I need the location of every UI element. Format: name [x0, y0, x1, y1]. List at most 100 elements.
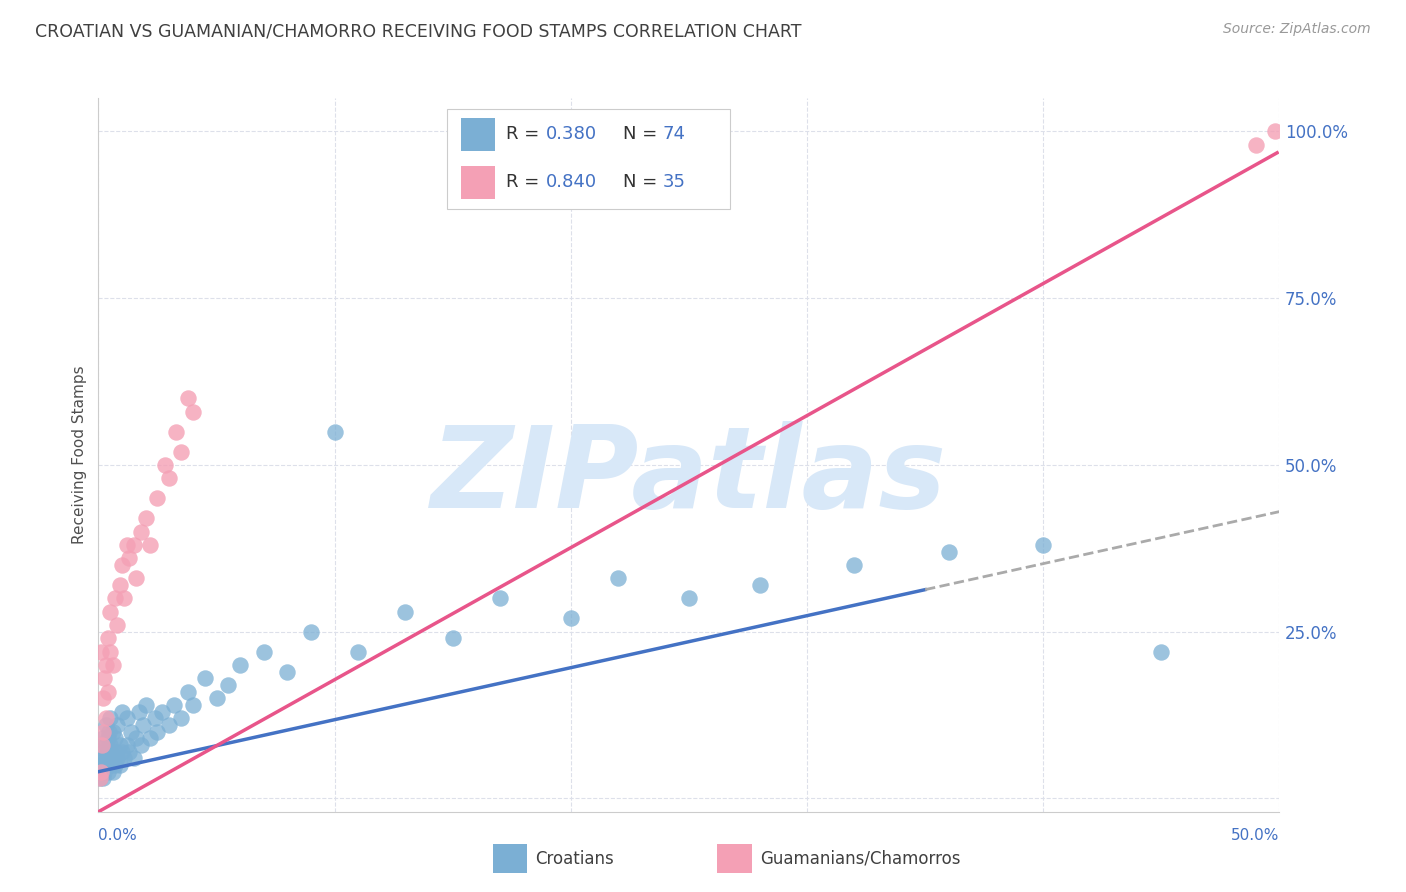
Text: CROATIAN VS GUAMANIAN/CHAMORRO RECEIVING FOOD STAMPS CORRELATION CHART: CROATIAN VS GUAMANIAN/CHAMORRO RECEIVING…	[35, 22, 801, 40]
Point	[93, 671, 115, 685]
Point	[91, 772, 114, 786]
Point	[1032, 538, 1054, 552]
Point	[229, 658, 252, 673]
Point	[177, 391, 200, 405]
Point	[105, 718, 128, 732]
Point	[163, 698, 186, 712]
Point	[108, 758, 131, 772]
Point	[129, 738, 152, 752]
FancyBboxPatch shape	[717, 844, 752, 873]
Point	[146, 491, 169, 506]
Point	[118, 745, 141, 759]
Point	[105, 745, 128, 759]
Point	[129, 524, 152, 539]
Point	[115, 738, 138, 752]
Point	[108, 578, 131, 592]
Point	[111, 745, 134, 759]
Text: Croatians: Croatians	[536, 849, 614, 868]
Point	[98, 724, 121, 739]
Point	[139, 731, 162, 746]
Point	[94, 658, 117, 673]
Point	[205, 691, 228, 706]
Point	[101, 764, 124, 779]
Point	[104, 591, 127, 606]
Point	[104, 758, 127, 772]
Point	[91, 745, 114, 759]
Point	[139, 538, 162, 552]
Point	[146, 724, 169, 739]
Point	[165, 425, 187, 439]
Point	[91, 731, 114, 746]
Point	[89, 772, 111, 786]
Point	[115, 711, 138, 725]
Point	[181, 698, 204, 712]
Point	[122, 751, 145, 765]
Point	[93, 764, 115, 779]
Point	[157, 471, 180, 485]
Point	[98, 645, 121, 659]
Point	[194, 671, 217, 685]
Point	[153, 458, 176, 472]
Point	[101, 658, 124, 673]
Point	[90, 645, 112, 659]
Point	[112, 591, 135, 606]
Point	[157, 718, 180, 732]
Point	[489, 591, 512, 606]
Point	[135, 698, 157, 712]
Point	[299, 624, 322, 639]
Point	[607, 571, 630, 585]
Point	[323, 425, 346, 439]
FancyBboxPatch shape	[492, 844, 527, 873]
Point	[101, 724, 124, 739]
Point	[103, 751, 125, 765]
Text: 50.0%: 50.0%	[1232, 829, 1279, 844]
Point	[97, 731, 120, 746]
Y-axis label: Receiving Food Stamps: Receiving Food Stamps	[72, 366, 87, 544]
Point	[181, 404, 204, 418]
Point	[347, 645, 370, 659]
Point	[560, 611, 582, 625]
Point	[94, 718, 117, 732]
Point	[253, 645, 276, 659]
Point	[97, 751, 120, 765]
Text: Guamanians/Chamorros: Guamanians/Chamorros	[759, 849, 960, 868]
Point	[122, 538, 145, 552]
Point	[394, 605, 416, 619]
Point	[748, 578, 770, 592]
Point	[94, 758, 117, 772]
Point	[1264, 124, 1286, 138]
Point	[100, 745, 122, 759]
Point	[98, 758, 121, 772]
Point	[170, 444, 193, 458]
Point	[111, 705, 134, 719]
Point	[91, 691, 114, 706]
Point	[125, 571, 148, 585]
Text: 0.0%: 0.0%	[98, 829, 138, 844]
Point	[90, 764, 112, 779]
Point	[115, 538, 138, 552]
Point	[938, 544, 960, 558]
Point	[97, 684, 120, 698]
Point	[125, 731, 148, 746]
Text: ZIPatlas: ZIPatlas	[430, 421, 948, 532]
Point	[94, 711, 117, 725]
Point	[135, 511, 157, 525]
Point	[678, 591, 700, 606]
Text: Source: ZipAtlas.com: Source: ZipAtlas.com	[1223, 22, 1371, 37]
Point	[89, 772, 111, 786]
Point	[128, 705, 150, 719]
Point	[108, 738, 131, 752]
Point	[94, 738, 117, 752]
Point	[98, 605, 121, 619]
Point	[91, 751, 114, 765]
Point	[441, 632, 464, 646]
Point	[1244, 137, 1267, 152]
Point	[94, 751, 117, 765]
Point	[170, 711, 193, 725]
Point	[105, 751, 128, 765]
Point	[91, 724, 114, 739]
Point	[150, 705, 173, 719]
Point	[121, 724, 143, 739]
Point	[96, 745, 118, 759]
Point	[97, 764, 120, 779]
